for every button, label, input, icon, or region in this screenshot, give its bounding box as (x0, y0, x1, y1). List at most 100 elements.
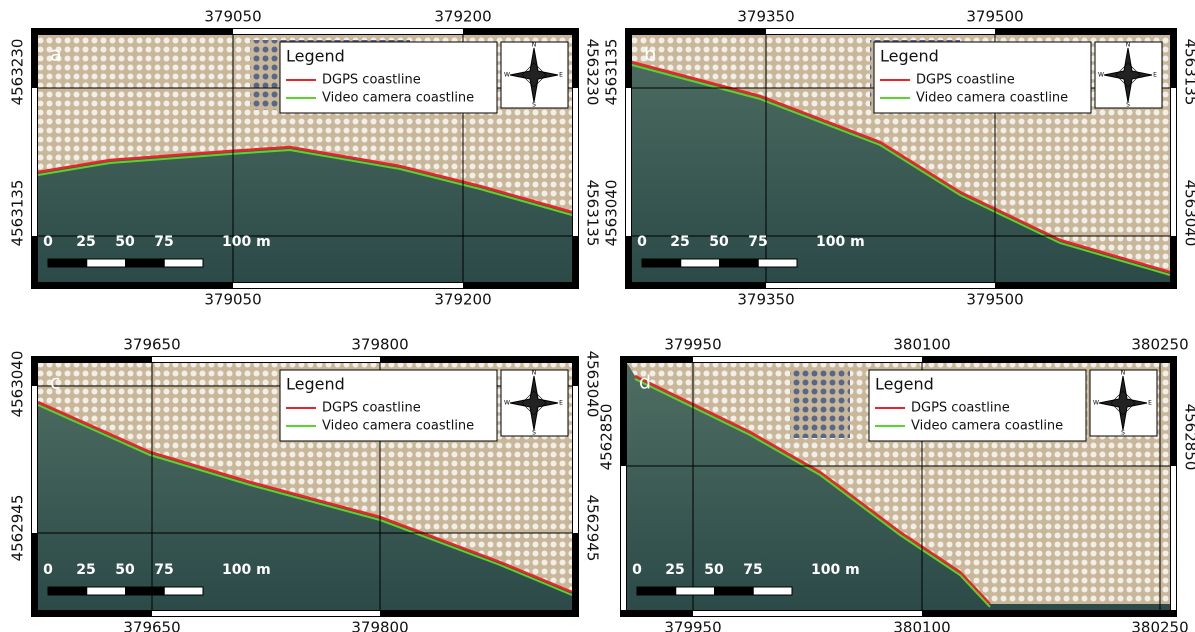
scale-segment (636, 586, 677, 596)
x-tick-label: 379650 (123, 619, 180, 632)
frame-segment (152, 611, 380, 616)
scale-segment (757, 258, 798, 268)
frame-segment (152, 357, 380, 362)
legend-title: Legend (286, 47, 345, 66)
frame-segment (1171, 466, 1176, 610)
scale-label: 75 (748, 234, 767, 250)
x-tick-label: 379650 (123, 336, 180, 354)
compass-letter: S (532, 430, 536, 437)
scale-segment (752, 586, 793, 596)
x-tick-label: 380250 (1131, 619, 1188, 632)
scale-segment (125, 586, 165, 596)
panel-label: c (50, 372, 60, 394)
scale-segment (47, 586, 88, 596)
scale-segment (719, 258, 759, 268)
x-tick-label: 379950 (664, 619, 721, 632)
legend-box (868, 369, 1087, 442)
scale-label: 25 (665, 562, 684, 578)
legend-title: Legend (880, 47, 939, 66)
compass-letter: E (559, 400, 563, 407)
frame-segment (626, 88, 631, 236)
scale-label: 25 (670, 234, 689, 250)
coastline-dgps (37, 400, 573, 594)
compass-letter: N (1121, 370, 1126, 377)
legend-item: DGPS coastline (911, 401, 1010, 416)
x-tick-label: 379200 (434, 8, 491, 26)
scale-segment (86, 586, 126, 596)
x-tick-label: 379500 (966, 8, 1023, 26)
legend-item: DGPS coastline (322, 73, 421, 88)
coastline-dgps (631, 60, 1171, 274)
y-tick-label: 4563230 (9, 39, 27, 106)
scale-segment (714, 586, 754, 596)
scale-segment (163, 258, 204, 268)
panel-label: b (644, 44, 656, 66)
y-tick-label: 4563040 (9, 351, 27, 418)
compass-letter: N (532, 42, 537, 49)
y-tick-label: 4562945 (9, 495, 27, 562)
legend-item: Video camera coastline (911, 419, 1063, 434)
y-tick-label: 4562850 (1182, 404, 1195, 471)
x-tick-label: 379950 (664, 336, 721, 354)
scale-label: 50 (115, 562, 135, 578)
scale-label: 100 m (222, 234, 271, 250)
compass-letter: E (559, 72, 563, 79)
scale-segment (680, 258, 720, 268)
scale-label: 75 (154, 234, 173, 250)
compass-letter: E (1153, 72, 1157, 79)
legend-item: Video camera coastline (322, 91, 474, 106)
coastline-dgps (37, 145, 573, 214)
scale-segment (125, 258, 165, 268)
compass-star (521, 62, 547, 88)
coastline-dgps (634, 374, 991, 605)
map-panel: 379650 379800 379650 379800 4563040 4562945 45… (9, 336, 602, 632)
compass-star (1115, 62, 1141, 88)
y-tick-label: 4562850 (598, 404, 616, 471)
x-tick-label: 380250 (1131, 336, 1188, 354)
y-tick-label: 4563135 (584, 180, 602, 247)
scale-label: 50 (704, 562, 724, 578)
legend-title: Legend (286, 375, 345, 394)
compass-letter: W (1098, 72, 1104, 79)
legend-box (279, 41, 498, 114)
legend-item: Video camera coastline (916, 91, 1068, 106)
x-tick-label: 379050 (204, 8, 261, 26)
compass-star (1103, 47, 1153, 103)
frame-segment (621, 466, 626, 610)
scale-segment (675, 586, 715, 596)
legend-item: DGPS coastline (322, 401, 421, 416)
frame-segment (233, 29, 463, 34)
x-tick-label: 379350 (737, 8, 794, 26)
compass-letter: N (1126, 42, 1131, 49)
frame-segment (32, 386, 37, 533)
scale-label: 0 (43, 562, 53, 578)
compass-letter: E (1148, 400, 1152, 407)
x-tick-label: 379500 (966, 291, 1023, 309)
scale-label: 50 (709, 234, 729, 250)
y-tick-label: 4562945 (584, 495, 602, 562)
x-tick-label: 380100 (893, 619, 950, 632)
scale-label: 25 (76, 234, 95, 250)
x-tick-label: 379800 (351, 336, 408, 354)
y-tick-label: 4563040 (1182, 180, 1195, 247)
compass-letter: N (532, 370, 537, 377)
scale-segment (163, 586, 204, 596)
frame-segment (693, 611, 922, 616)
panel-label: a (50, 44, 62, 66)
frame-segment (693, 357, 922, 362)
compass-star (521, 390, 547, 416)
x-tick-label: 379800 (351, 619, 408, 632)
compass-letter: S (532, 102, 536, 109)
legend-box (279, 369, 498, 442)
map-panel: 379350 379500 379350 379500 4563135 4563040 45… (603, 8, 1195, 309)
coastline-video (37, 148, 573, 216)
scale-label: 100 m (222, 562, 271, 578)
map-panel: 379950 380100 380250 379950 380100 380250 4562… (598, 336, 1195, 632)
coastline-video (634, 378, 991, 608)
y-tick-label: 4563230 (584, 39, 602, 106)
y-tick-label: 4563135 (1182, 39, 1195, 106)
frame-segment (573, 386, 578, 533)
frame-segment (766, 283, 995, 288)
frame-segment (766, 29, 995, 34)
